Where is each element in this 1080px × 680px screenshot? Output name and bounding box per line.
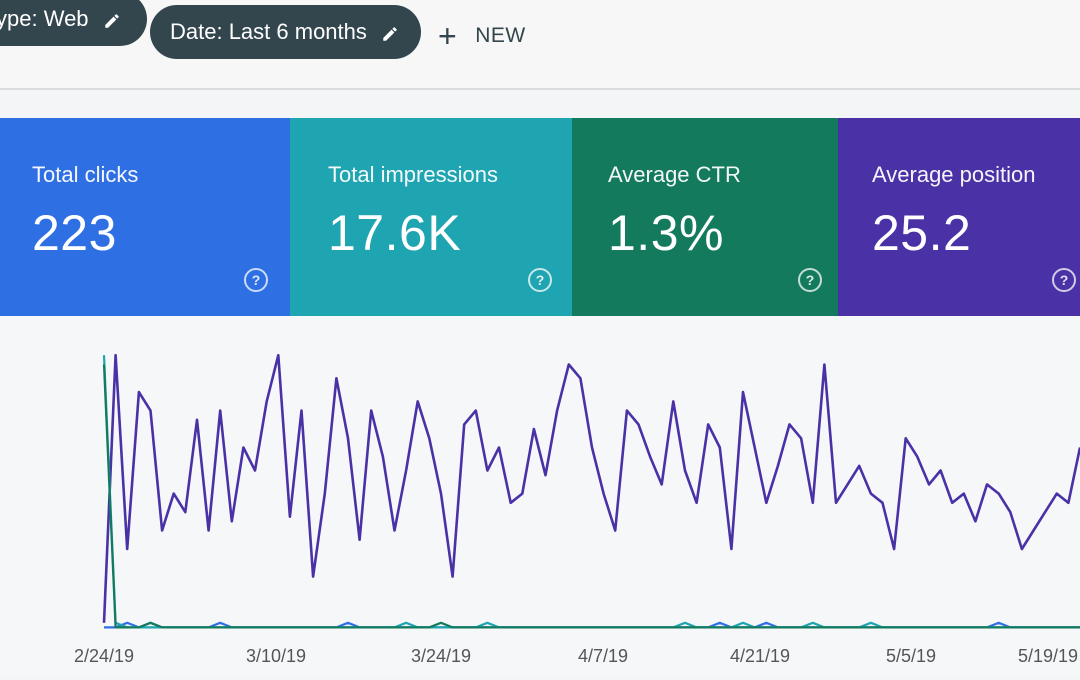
help-icon[interactable]: ? (244, 268, 268, 292)
metric-cards: Total clicks 223 ? Total impressions 17.… (0, 118, 1080, 316)
performance-chart-svg: 2/24/19 3/10/19 3/24/19 4/7/19 4/21/19 5/5/19… (74, 353, 1080, 666)
x-tick-label: 5/5/19 (886, 646, 936, 666)
x-tick-label: 2/24/19 (74, 646, 134, 666)
series-line-0 (102, 353, 1080, 623)
new-filter-label: NEW (475, 24, 526, 47)
filter-chip-date-label: Date: Last 6 months (170, 19, 367, 44)
metric-value: 223 (32, 205, 117, 261)
performance-chart[interactable]: 2/24/19 3/10/19 3/24/19 4/7/19 4/21/19 5/5/19… (0, 316, 1080, 675)
metric-value: 17.6K (328, 205, 462, 261)
new-filter-button[interactable]: + NEW (438, 18, 526, 54)
plus-icon: + (438, 18, 458, 54)
pencil-icon[interactable] (103, 10, 121, 28)
filter-chip-date[interactable]: Date: Last 6 months (150, 5, 421, 59)
series-line-3 (102, 364, 1080, 629)
x-tick-label: 3/24/19 (411, 646, 471, 666)
filter-chip-type[interactable]: ype: Web (0, 0, 147, 46)
series-line-2 (102, 355, 1080, 629)
metric-label: Average CTR (608, 162, 741, 187)
filter-bar: ype: Web Date: Last 6 months + NEW (0, 0, 1080, 90)
metric-label: Total impressions (328, 162, 498, 187)
metric-value: 1.3% (608, 205, 724, 261)
x-tick-label: 3/10/19 (246, 646, 306, 666)
help-icon[interactable]: ? (528, 268, 552, 292)
metric-value: 25.2 (872, 205, 972, 261)
metric-card-average-ctr[interactable]: Average CTR 1.3% ? (572, 118, 838, 316)
pencil-icon[interactable] (381, 23, 399, 41)
metric-card-total-impressions[interactable]: Total impressions 17.6K ? (290, 118, 572, 316)
metric-label: Total clicks (32, 162, 139, 187)
metric-label: Average position (872, 162, 1036, 187)
filter-chip-type-label: ype: Web (0, 6, 89, 31)
metric-card-total-clicks[interactable]: Total clicks 223 ? (0, 118, 290, 316)
metric-card-average-position[interactable]: Average position 25.2 ? (838, 118, 1080, 316)
x-tick-label: 5/19/19 (1018, 646, 1078, 666)
help-icon[interactable]: ? (798, 268, 822, 292)
help-icon[interactable]: ? (1052, 268, 1076, 292)
x-tick-label: 4/7/19 (578, 646, 628, 666)
x-tick-label: 4/21/19 (730, 646, 790, 666)
